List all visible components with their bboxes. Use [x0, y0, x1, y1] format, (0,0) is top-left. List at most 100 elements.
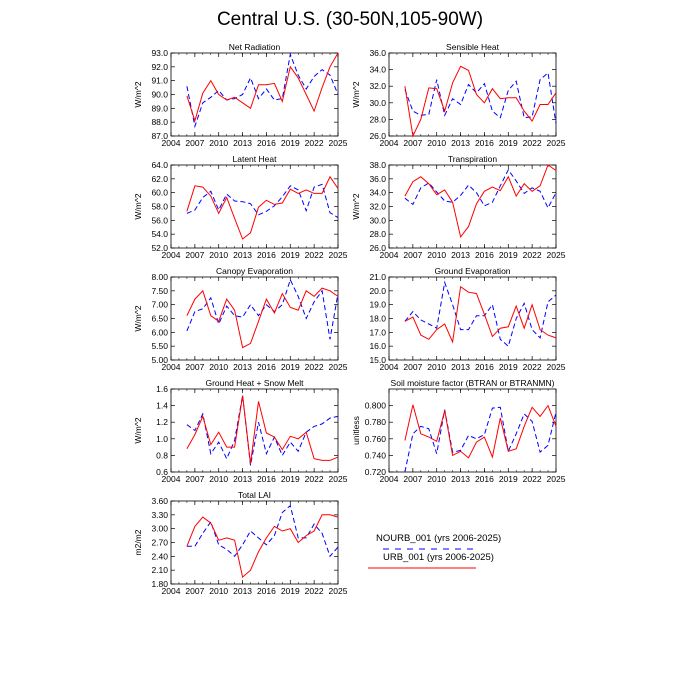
x-tick-label: 2010 [427, 138, 446, 148]
y-tick-label: 3.00 [151, 524, 168, 534]
series-line-urb [404, 285, 557, 344]
y-tick-label: 58.0 [151, 202, 168, 212]
x-tick-label: 2013 [233, 586, 252, 596]
y-tick-label: 30.0 [369, 98, 386, 108]
series-line-urb [186, 175, 339, 240]
x-tick-label: 2022 [523, 362, 542, 372]
x-tick-label: 2013 [233, 362, 252, 372]
plot-frame [170, 388, 339, 473]
y-tick-label: 32.0 [369, 81, 386, 91]
x-tick-label: 2007 [185, 138, 204, 148]
y-tick-label: 90.0 [151, 90, 168, 100]
y-tick-label: 17.0 [369, 327, 386, 337]
x-tick-label: 2007 [403, 362, 422, 372]
x-tick-label: 2010 [427, 474, 446, 484]
x-tick-label: 2016 [257, 362, 276, 372]
x-tick-label: 2013 [233, 474, 252, 484]
chart-panel: Ground Evaporation 2004 2007 2010 2013 2016 20… [369, 266, 565, 372]
y-tick-label: 0.740 [365, 450, 387, 460]
series-line-nourb [186, 183, 339, 219]
y-tick-label: 2.70 [151, 538, 168, 548]
y-tick-label: 62.0 [151, 174, 168, 184]
x-tick-label: 2019 [281, 586, 300, 596]
series-line-urb [186, 52, 339, 123]
x-tick-label: 2016 [475, 474, 494, 484]
y-tick-label: 38.0 [369, 160, 386, 170]
series-line-urb [404, 404, 557, 459]
plot-frame [388, 52, 557, 137]
y-tick-label: 8.00 [151, 272, 168, 282]
series-line-urb [186, 514, 339, 579]
y-tick-label: 5.50 [151, 341, 168, 351]
x-tick-label: 2004 [380, 250, 399, 260]
y-axis-label: m2/m2 [133, 529, 143, 555]
y-axis-label: W/m^2 [351, 81, 361, 107]
x-tick-label: 2007 [185, 474, 204, 484]
x-tick-label: 2007 [403, 474, 422, 484]
x-tick-label: 2010 [209, 474, 228, 484]
x-tick-label: 2022 [523, 250, 542, 260]
x-tick-label: 2010 [427, 362, 446, 372]
panel-title: Latent Heat [233, 154, 278, 164]
x-tick-label: 2022 [305, 362, 324, 372]
x-tick-label: 2007 [185, 250, 204, 260]
x-tick-label: 2019 [281, 474, 300, 484]
chart-panel: Transpiration W/m^2 2004 2007 2010 2013 2016 20… [351, 154, 566, 260]
chart-panel: Latent Heat W/m^2 2004 2007 2010 2013 2016 2019… [133, 154, 348, 260]
panel-title: Canopy Evaporation [216, 266, 293, 276]
panel-title: Sensible Heat [446, 42, 500, 52]
chart-panel: Sensible Heat W/m^2 2004 2007 2010 2013 2016 20… [351, 42, 566, 148]
y-tick-label: 1.4 [156, 401, 168, 411]
y-tick-label: 34.0 [369, 188, 386, 198]
y-axis-label: W/m^2 [133, 305, 143, 331]
plot-frame [388, 164, 557, 249]
legend-label: NOURB_001 (yrs 2006-2025) [376, 533, 501, 544]
y-tick-label: 28.0 [369, 114, 386, 124]
legend: NOURB_001 (yrs 2006-2025) URB_001 (yrs 20… [368, 533, 501, 569]
x-tick-label: 2022 [305, 250, 324, 260]
plot-frame [170, 164, 339, 249]
x-tick-label: 2016 [257, 586, 276, 596]
chart-panel: Ground Heat + Snow Melt W/m^2 2004 2007 2010… [133, 378, 348, 484]
y-tick-label: 6.50 [151, 314, 168, 324]
x-tick-label: 2007 [185, 362, 204, 372]
y-tick-label: 7.50 [151, 286, 168, 296]
y-tick-label: 2.10 [151, 565, 168, 575]
series-line-nourb [186, 504, 339, 558]
x-tick-label: 2004 [162, 586, 181, 596]
y-axis-label: W/m^2 [133, 417, 143, 443]
x-tick-label: 2022 [305, 138, 324, 148]
series-line-urb [186, 287, 339, 349]
x-tick-label: 2004 [162, 250, 181, 260]
x-tick-label: 2016 [257, 250, 276, 260]
series-line-nourb [404, 406, 557, 473]
y-tick-label: 3.30 [151, 510, 168, 520]
y-tick-label: 1.6 [156, 384, 168, 394]
y-tick-label: 6.00 [151, 327, 168, 337]
y-tick-label: 36.0 [369, 174, 386, 184]
x-tick-label: 2022 [305, 586, 324, 596]
x-tick-label: 2016 [257, 474, 276, 484]
x-tick-label: 2010 [209, 250, 228, 260]
x-tick-label: 2025 [329, 250, 348, 260]
panel-title: Soil moisture factor (BTRAN or BTRANMN) [391, 378, 555, 388]
y-tick-label: 26.0 [369, 131, 386, 141]
y-tick-label: 20.0 [369, 286, 386, 296]
chart-panel: Canopy Evaporation W/m^2 2004 2007 2010 2013 2… [133, 266, 348, 372]
x-tick-label: 2025 [547, 362, 566, 372]
x-tick-label: 2025 [329, 138, 348, 148]
y-tick-label: 52.0 [151, 243, 168, 253]
y-tick-label: 3.60 [151, 496, 168, 506]
chart-panel: Soil moisture factor (BTRAN or BTRANMN) u… [351, 378, 566, 484]
x-tick-label: 2007 [185, 586, 204, 596]
y-tick-label: 0.6 [156, 467, 168, 477]
x-tick-label: 2025 [329, 586, 348, 596]
y-tick-label: 0.8 [156, 450, 168, 460]
series-line-nourb [404, 280, 557, 348]
panel-title: Ground Evaporation [434, 266, 510, 276]
x-tick-label: 2025 [329, 474, 348, 484]
y-tick-label: 88.0 [151, 117, 168, 127]
x-tick-label: 2019 [499, 474, 518, 484]
x-tick-label: 2010 [209, 362, 228, 372]
y-tick-label: 30.0 [369, 215, 386, 225]
